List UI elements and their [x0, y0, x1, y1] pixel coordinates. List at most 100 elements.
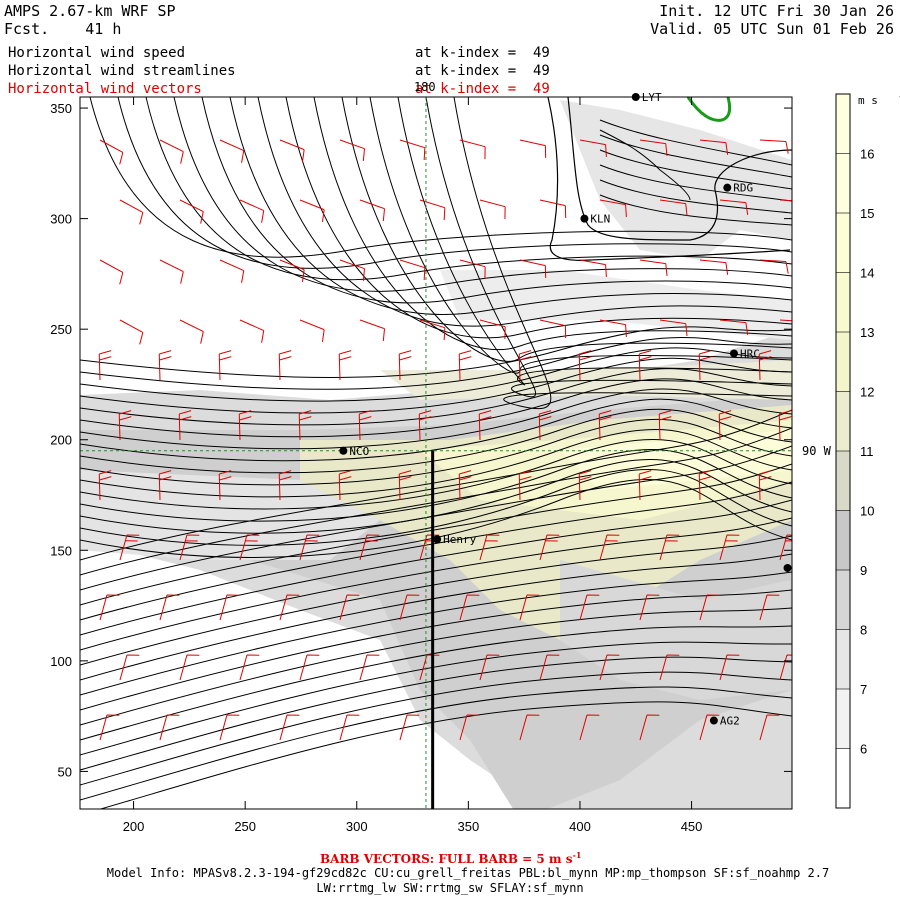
streamline	[599, 119, 792, 166]
y-tick-label: 300	[50, 212, 72, 227]
wind-barb	[239, 199, 265, 223]
wind-barb	[538, 410, 552, 441]
wind-barb	[419, 199, 446, 221]
station-marker	[433, 535, 442, 544]
wind-barb	[339, 139, 366, 162]
axes: 200 250 300 350 400 450 50 100 150 200 250 300 350	[50, 96, 793, 834]
wind-barb	[239, 654, 260, 681]
wind-barb	[659, 534, 680, 561]
wind-barb	[419, 319, 446, 341]
wind-barb	[299, 534, 320, 561]
wind-barb	[99, 259, 124, 285]
streamline	[80, 641, 792, 756]
wind-barb	[759, 139, 789, 154]
streamline	[599, 149, 792, 190]
wind-barb	[179, 319, 204, 344]
streamline	[80, 439, 792, 510]
streamline	[80, 625, 792, 741]
wind-barb	[219, 594, 240, 621]
streamline	[173, 97, 792, 292]
colorbar-label: 9	[860, 563, 867, 578]
station-marker	[580, 214, 589, 223]
wind-barb	[279, 714, 300, 741]
wind-barb	[159, 714, 180, 741]
streamline	[80, 671, 792, 786]
wind-barb	[719, 534, 740, 561]
barb-legend-unit-sup: -1	[572, 850, 582, 860]
wind-barb	[519, 139, 547, 159]
streamline	[599, 194, 792, 226]
wind-barb	[699, 259, 729, 275]
streamline	[80, 553, 792, 681]
wind-barb	[218, 470, 232, 501]
y-tick-label: 200	[50, 433, 72, 448]
x-tick-label: 200	[123, 819, 145, 834]
wind-barb	[519, 594, 540, 621]
streamline	[80, 398, 792, 462]
reference-lines	[80, 97, 792, 809]
station-marker	[709, 716, 718, 725]
wind-barb	[179, 654, 200, 681]
wind-barb	[278, 350, 292, 381]
streamline	[80, 463, 792, 606]
station-label: Henry	[443, 533, 476, 546]
streamline	[80, 409, 792, 561]
wind-barb	[478, 410, 492, 441]
x-tick-label: 300	[346, 819, 368, 834]
wind-barb	[98, 470, 112, 501]
wind-barb	[639, 139, 668, 156]
wind-barb	[338, 350, 352, 381]
streamline	[80, 418, 792, 486]
wind-barb	[159, 259, 184, 284]
wind-barb	[159, 594, 180, 621]
wind-barb	[758, 470, 772, 501]
wind-barb	[418, 410, 432, 441]
colorbar-segment	[836, 332, 850, 392]
wind-barb	[278, 470, 292, 501]
wind-barb	[178, 410, 192, 441]
barb-legend: BARB VECTORS: FULL BARB = 5 m s-1	[320, 850, 581, 866]
field-level-speed: at k-index = 49	[415, 45, 550, 61]
wind-barb	[338, 470, 352, 501]
wind-barb	[359, 534, 380, 561]
streamline	[80, 535, 792, 666]
wind-barb	[219, 714, 240, 741]
colorbar-label: 12	[860, 385, 874, 400]
streamline	[80, 445, 792, 591]
wind-barb	[699, 594, 720, 621]
wind-barb	[539, 199, 567, 219]
wind-barb	[578, 470, 592, 501]
streamline	[599, 134, 792, 178]
station-label: RDG	[733, 182, 753, 195]
streamline	[89, 97, 792, 258]
y-tick-label: 350	[50, 101, 72, 116]
wind-barb	[218, 350, 232, 381]
streamline	[313, 97, 792, 351]
wind-barb	[458, 350, 472, 381]
wind-barb	[359, 199, 386, 222]
streamline	[80, 571, 792, 696]
streamline	[453, 97, 792, 410]
field-label-streamlines: Horizontal wind streamlines	[8, 63, 236, 79]
wind-barb	[659, 319, 688, 336]
streamline	[117, 97, 792, 269]
field-level-streamlines: at k-index = 49	[415, 63, 550, 79]
colorbar-segment	[836, 153, 850, 213]
streamline	[80, 388, 792, 450]
colorbar-segment	[836, 510, 850, 570]
wind-barb	[458, 470, 472, 501]
wind-speed-band	[440, 270, 792, 340]
wind-barb	[459, 714, 480, 741]
model-info: Model Info: MPASv8.2.3-194-gf29cd82c CU:…	[106, 866, 830, 880]
wind-barb	[459, 259, 486, 280]
wind-barb	[518, 350, 532, 381]
wind-barb	[159, 139, 184, 164]
station-marker	[723, 183, 732, 192]
wind-barb	[579, 139, 607, 158]
colorbar-segment	[836, 748, 850, 808]
wind-barb	[698, 350, 712, 381]
wind-barb	[219, 139, 245, 163]
wind-barb	[279, 594, 300, 621]
x-tick-label: 400	[569, 819, 591, 834]
wind-barb	[579, 714, 600, 741]
